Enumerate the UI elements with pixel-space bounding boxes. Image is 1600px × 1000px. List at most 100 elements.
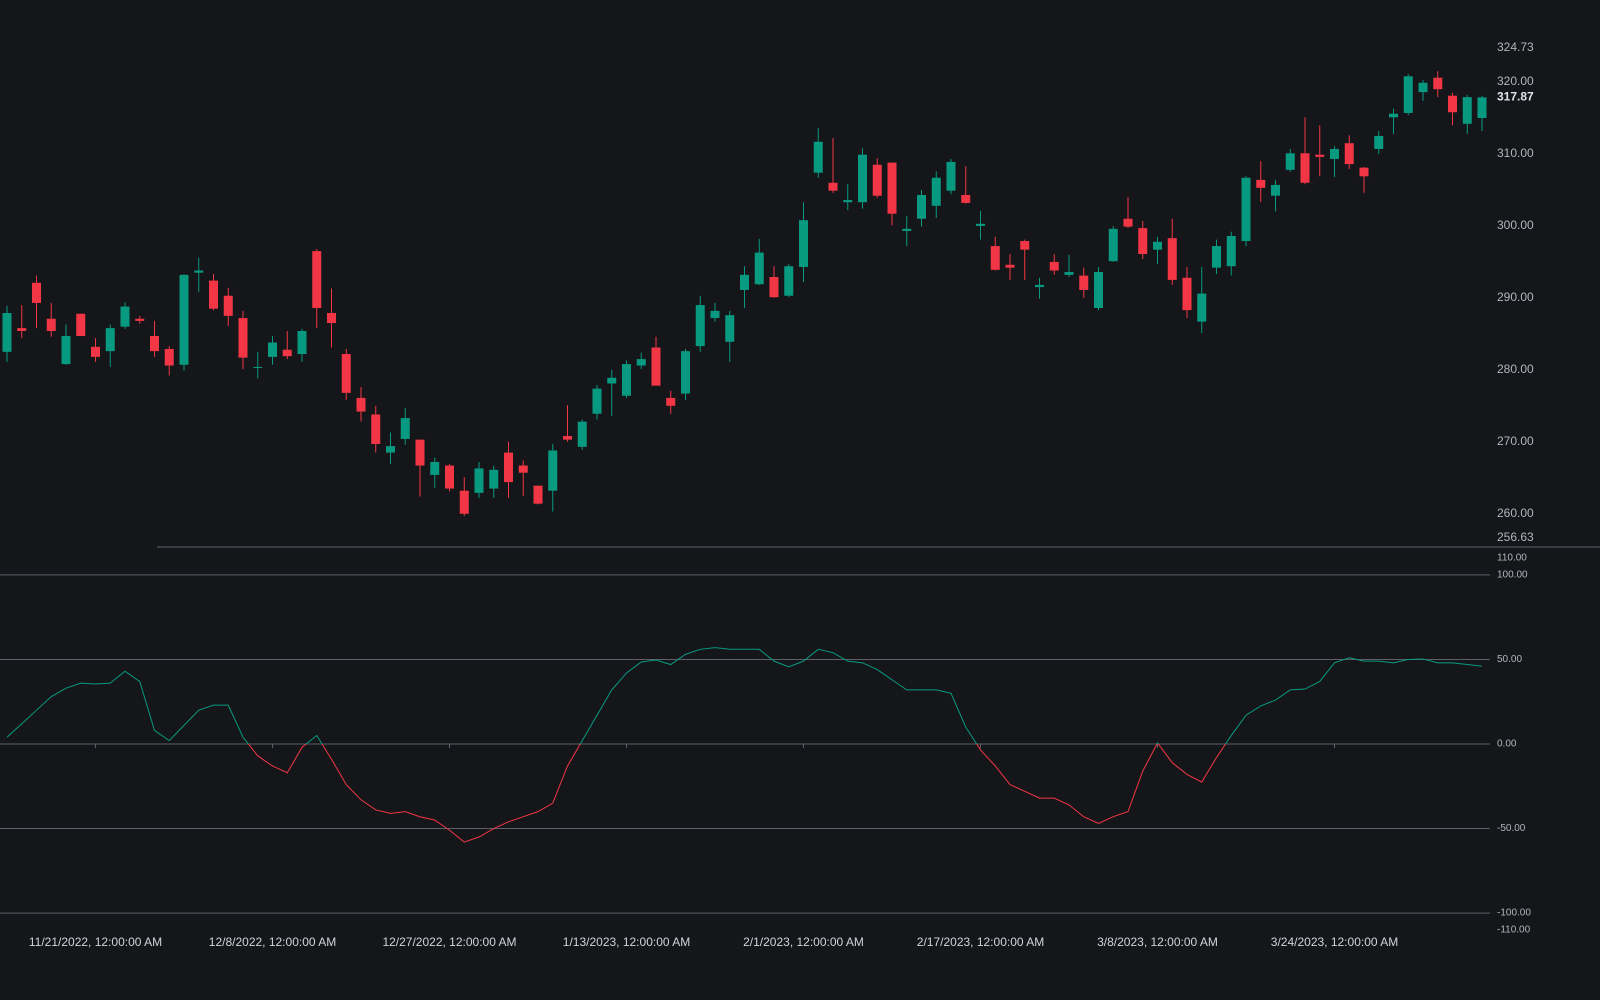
candle-body — [1108, 228, 1118, 262]
candle-body — [1197, 293, 1207, 322]
candle-body — [1285, 153, 1295, 170]
x-tick-label: 3/24/2023, 12:00:00 AM — [1271, 935, 1398, 949]
candle-body — [931, 177, 941, 206]
candle-body — [1462, 97, 1472, 124]
candle-body — [386, 446, 395, 453]
candle-body — [1035, 284, 1044, 288]
candle-body — [1448, 95, 1457, 113]
candle-body — [784, 266, 794, 296]
last-price-label: 317.87 — [1497, 90, 1534, 104]
candle-body — [1477, 97, 1487, 119]
candle-body — [356, 397, 366, 412]
candle-body — [813, 141, 823, 173]
candle-body — [1374, 135, 1384, 149]
candle-body — [1049, 261, 1059, 271]
candle-body — [681, 351, 690, 394]
candle-body — [592, 388, 602, 414]
candle-body — [445, 465, 454, 489]
candle-body — [666, 397, 676, 406]
candle-body — [1389, 113, 1398, 118]
candle-body — [297, 330, 307, 355]
candle-body — [312, 251, 322, 308]
candle-body — [636, 359, 646, 366]
candle-body — [341, 354, 351, 393]
candle-body — [32, 282, 41, 303]
y-tick-label: 100.00 — [1497, 570, 1528, 581]
oscillator-line — [6, 647, 1483, 843]
candle-body — [459, 490, 469, 514]
candle-body — [415, 439, 425, 466]
y-tick-label: 270.00 — [1497, 434, 1534, 448]
candle-body — [282, 349, 292, 357]
candle-body — [1330, 148, 1339, 160]
candle-body — [400, 418, 410, 439]
candle-body — [1123, 218, 1133, 227]
candle-body — [1241, 177, 1251, 242]
candle-body — [253, 366, 263, 368]
candle-body — [754, 252, 764, 285]
y-tick-label: 260.00 — [1497, 506, 1534, 520]
y-tick-label: 280.00 — [1497, 362, 1534, 376]
candle-body — [990, 246, 1000, 270]
candle-body — [91, 346, 100, 357]
candle-body — [1153, 241, 1162, 250]
candle-body — [209, 280, 218, 309]
candle-body — [1403, 76, 1413, 113]
candle-body — [651, 347, 661, 386]
y-tick-label: 320.00 — [1497, 74, 1534, 88]
candle-body — [1020, 241, 1030, 250]
candle-body — [164, 348, 174, 366]
y-tick-label: -50.00 — [1497, 823, 1526, 834]
candle-body — [1315, 154, 1325, 157]
candle-body — [105, 328, 115, 352]
candle-body — [1433, 77, 1443, 90]
candle-body — [902, 228, 912, 231]
x-tick-label: 12/27/2022, 12:00:00 AM — [382, 935, 516, 949]
candle-body — [1064, 271, 1074, 275]
candle-body — [1344, 143, 1354, 165]
x-tick-label: 12/8/2022, 12:00:00 AM — [209, 935, 336, 949]
candle-body — [135, 318, 145, 321]
x-tick-label: 11/21/2022, 12:00:00 AM — [29, 935, 162, 949]
candle-body — [223, 295, 233, 316]
y-range-label: 324.73 — [1497, 40, 1534, 54]
candle-body — [710, 310, 720, 319]
x-tick-label: 3/8/2023, 12:00:00 AM — [1097, 935, 1218, 949]
y-tick-label: 0.00 — [1497, 739, 1517, 750]
candle-body — [1094, 271, 1103, 308]
candle-body — [120, 306, 130, 327]
y-range-label: 110.00 — [1497, 553, 1527, 564]
candle-body — [61, 336, 71, 365]
candle-body — [740, 274, 749, 290]
candle-body — [76, 313, 86, 337]
x-tick-label: 2/1/2023, 12:00:00 AM — [743, 935, 864, 949]
candle-body — [725, 315, 735, 342]
candle-body — [946, 161, 956, 191]
candle-body — [976, 223, 985, 226]
candle-body — [887, 162, 897, 214]
candle-body — [607, 377, 617, 384]
candle-body — [17, 328, 27, 331]
candle-body — [2, 313, 12, 352]
candle-body — [179, 274, 189, 365]
candle-body — [769, 277, 779, 298]
candle-body — [327, 313, 336, 324]
candle-body — [1418, 82, 1428, 93]
candle-body — [622, 364, 631, 396]
candle-body — [489, 469, 499, 489]
candle-body — [46, 318, 56, 331]
candle-body — [533, 485, 543, 504]
y-tick-label: -100.00 — [1497, 908, 1531, 919]
candle-body — [799, 220, 808, 267]
x-tick-label: 1/13/2023, 12:00:00 AM — [563, 935, 690, 949]
candle-body — [1138, 228, 1148, 255]
candle-body — [872, 164, 882, 196]
candle-body — [858, 154, 867, 203]
candle-body — [474, 468, 484, 493]
candle-body — [917, 195, 926, 219]
y-tick-label: 290.00 — [1497, 290, 1534, 304]
candle-body — [1256, 179, 1266, 188]
candle-body — [563, 436, 572, 440]
